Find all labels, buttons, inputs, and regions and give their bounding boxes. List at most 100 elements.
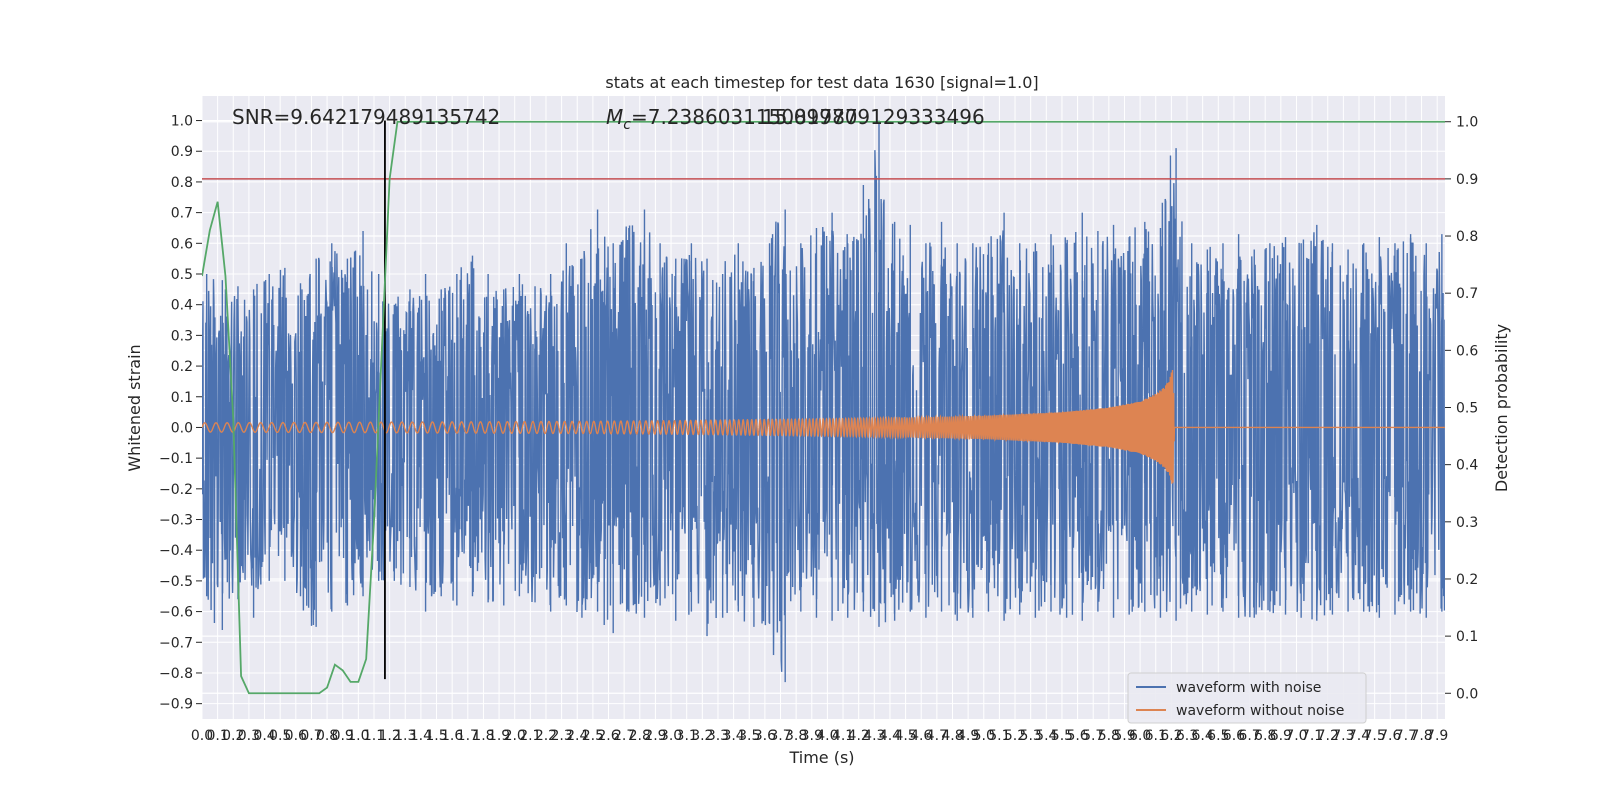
x-tick-label: 4.4 bbox=[879, 728, 901, 744]
x-tick-label: 5.4 bbox=[1035, 728, 1057, 744]
x-tick-label: 5.7 bbox=[1082, 728, 1104, 744]
x-tick-label: 7.8 bbox=[1410, 728, 1432, 744]
y2-tick-label: 0.5 bbox=[1456, 401, 1478, 417]
series-layer bbox=[202, 120, 1445, 695]
x-tick-label: 3.4 bbox=[722, 728, 744, 744]
y-tick-label: 1.0 bbox=[171, 114, 193, 130]
x-tick-label: 0.7 bbox=[300, 728, 322, 744]
x-tick-label: 3.2 bbox=[691, 728, 713, 744]
legend-box bbox=[1127, 672, 1367, 724]
x-tick-label: 2.3 bbox=[550, 728, 572, 744]
x-tick-label: 2.2 bbox=[535, 728, 557, 744]
chirp-mass-annotation: Mc=7.238603115081787 bbox=[606, 105, 858, 133]
y2-tick-label: 1.0 bbox=[1456, 115, 1478, 131]
chirp-mass-value: =7.238603115081787 bbox=[631, 105, 858, 129]
x-tick-label: 5.0 bbox=[973, 728, 995, 744]
x-tick-label: 6.3 bbox=[1176, 728, 1198, 744]
series-waveform-with-noise bbox=[202, 150, 1445, 672]
y-tick-label: 0.6 bbox=[171, 236, 193, 252]
y2-tick-label: 0.0 bbox=[1456, 686, 1478, 702]
y-tick-label: 0.7 bbox=[171, 206, 193, 222]
legend-label-noise: waveform with noise bbox=[1176, 680, 1321, 696]
y2-tick-label: 0.3 bbox=[1456, 515, 1478, 531]
chirp-mass-subscript: c bbox=[623, 117, 631, 133]
y-tick-label: −0.1 bbox=[159, 451, 193, 467]
x-tick-label: 1.8 bbox=[472, 728, 494, 744]
x-tick-label: 1.7 bbox=[457, 728, 479, 744]
y-tick-label: −0.6 bbox=[159, 605, 193, 621]
x-tick-label: 1.4 bbox=[410, 728, 432, 744]
x-tick-label: 1.6 bbox=[441, 728, 463, 744]
x-tick-label: 7.4 bbox=[1348, 728, 1370, 744]
y-tick-label: 0.2 bbox=[171, 359, 193, 375]
x-tick-label: 2.5 bbox=[582, 728, 604, 744]
y-tick-label: −0.8 bbox=[159, 666, 193, 682]
x-tick-label: 0.9 bbox=[332, 728, 354, 744]
x-tick-label: 0.6 bbox=[285, 728, 307, 744]
x-tick-label: 6.9 bbox=[1270, 728, 1292, 744]
x-tick-label: 4.3 bbox=[863, 728, 885, 744]
x-tick-label: 7.5 bbox=[1364, 728, 1386, 744]
y-tick-label: 0.4 bbox=[171, 298, 193, 314]
snr-annotation: SNR=9.642179489135742 bbox=[232, 105, 500, 129]
x-tick-label: 2.1 bbox=[519, 728, 541, 744]
x-tick-label: 6.4 bbox=[1192, 728, 1214, 744]
x-tick-label: 4.0 bbox=[816, 728, 838, 744]
x-tick-label: 3.7 bbox=[769, 728, 791, 744]
x-tick-label: 0.8 bbox=[316, 728, 338, 744]
legend-label-signal: waveform without noise bbox=[1176, 703, 1344, 719]
y-tick-label: 0.5 bbox=[171, 267, 193, 283]
y-tick-label: −0.3 bbox=[159, 513, 193, 529]
x-tick-label: 1.5 bbox=[425, 728, 447, 744]
x-tick-label: 2.0 bbox=[504, 728, 526, 744]
x-tick-label: 3.9 bbox=[801, 728, 823, 744]
x-tick-label: 3.5 bbox=[738, 728, 760, 744]
overlap-annotation: 15.099709129333496 bbox=[762, 105, 985, 129]
x-tick-label: 5.6 bbox=[1066, 728, 1088, 744]
x-tick-label: 6.0 bbox=[1129, 728, 1151, 744]
x-tick-label: 7.7 bbox=[1395, 728, 1417, 744]
y2-tick-label: 0.8 bbox=[1456, 229, 1478, 245]
y-tick-label: −0.4 bbox=[159, 543, 193, 559]
x-tick-label: 6.6 bbox=[1223, 728, 1245, 744]
y-tick-label: −0.9 bbox=[159, 697, 193, 713]
x-tick-label: 0.5 bbox=[269, 728, 291, 744]
x-tick-labels: 0.00.10.20.30.40.50.60.70.80.91.01.11.21… bbox=[191, 728, 1448, 744]
y-tick-label: −0.7 bbox=[159, 635, 193, 651]
x-tick-label: 3.1 bbox=[676, 728, 698, 744]
x-tick-label: 6.8 bbox=[1254, 728, 1276, 744]
x-axis-label: Time (s) bbox=[788, 748, 854, 767]
x-tick-label: 4.5 bbox=[894, 728, 916, 744]
x-tick-label: 5.3 bbox=[1020, 728, 1042, 744]
x-tick-label: 5.2 bbox=[1004, 728, 1026, 744]
x-tick-label: 4.1 bbox=[832, 728, 854, 744]
x-tick-label: 7.2 bbox=[1317, 728, 1339, 744]
y-axis-label: Whitened strain bbox=[125, 344, 144, 471]
x-tick-label: 2.7 bbox=[613, 728, 635, 744]
y-tick-labels: 1.0 0.9 0.8 0.7 0.6 0.5 0.4 0.3 0.2 0.1 0.0 −0.1 −0.… bbox=[159, 114, 202, 713]
y2-tick-label: 0.7 bbox=[1456, 286, 1478, 302]
x-tick-label: 2.8 bbox=[629, 728, 651, 744]
y-tick-label: 0.8 bbox=[171, 175, 193, 191]
y-tick-label: 0.3 bbox=[171, 328, 193, 344]
x-tick-label: 4.6 bbox=[910, 728, 932, 744]
x-tick-label: 0.2 bbox=[222, 728, 244, 744]
x-tick-label: 2.9 bbox=[644, 728, 666, 744]
x-tick-label: 0.4 bbox=[253, 728, 275, 744]
legend: waveform with noise waveform without noi… bbox=[1127, 672, 1367, 724]
x-tick-label: 2.6 bbox=[597, 728, 619, 744]
y-tick-label: 0.9 bbox=[171, 144, 193, 160]
x-tick-label: 1.2 bbox=[378, 728, 400, 744]
x-tick-label: 3.6 bbox=[754, 728, 776, 744]
x-tick-label: 4.7 bbox=[926, 728, 948, 744]
y-tick-label: −0.5 bbox=[159, 574, 193, 590]
y2-tick-label: 0.4 bbox=[1456, 458, 1478, 474]
x-tick-label: 5.1 bbox=[988, 728, 1010, 744]
x-tick-label: 4.8 bbox=[941, 728, 963, 744]
x-tick-label: 6.7 bbox=[1238, 728, 1260, 744]
x-tick-label: 3.3 bbox=[707, 728, 729, 744]
x-tick-label: 1.1 bbox=[363, 728, 385, 744]
y2-axis-label: Detection probability bbox=[1492, 324, 1511, 492]
series-waveform-without-noise bbox=[202, 370, 1445, 484]
